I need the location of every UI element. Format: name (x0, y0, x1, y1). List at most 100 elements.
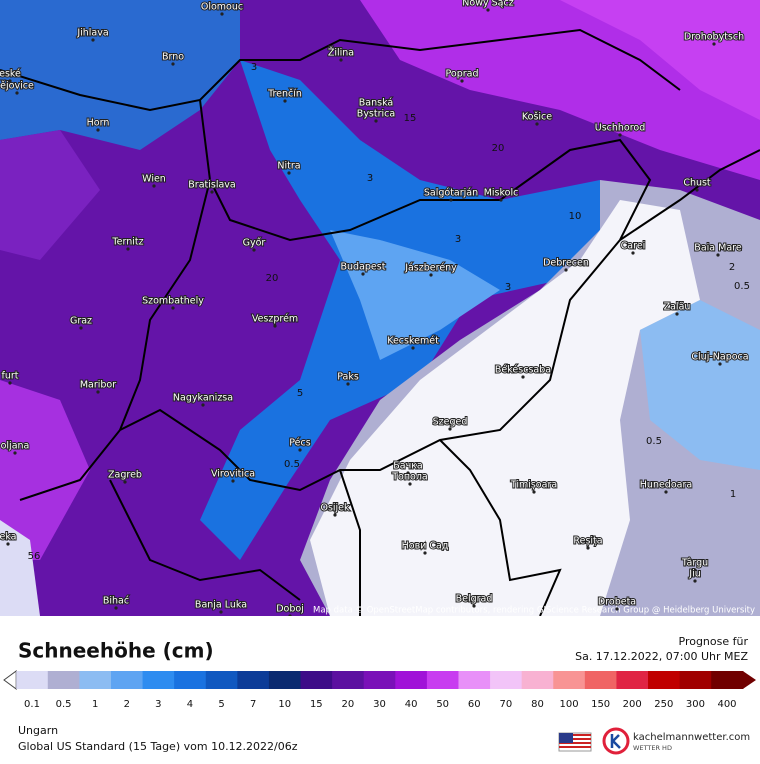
city-label: Топола (391, 472, 428, 483)
city-label: Bystrica (357, 109, 395, 120)
legend-cell (679, 671, 712, 689)
city-label: Trenčín (267, 89, 302, 100)
city-dot (287, 171, 291, 175)
city-label: Zalău (664, 302, 691, 313)
legend-cell (332, 671, 365, 689)
city-label: Veszprém (252, 314, 298, 325)
legend-label: 200 (623, 699, 642, 710)
legend-cell (584, 671, 617, 689)
city-label: Debrecen (543, 258, 589, 269)
city-label: Wien (142, 174, 166, 185)
city-label: Jiu (688, 569, 700, 580)
city-dot (346, 382, 350, 386)
city-label: Drobeta (598, 597, 636, 608)
city-label: Osijek (320, 503, 350, 514)
legend-label: 5 (218, 699, 224, 710)
city-dot (333, 513, 337, 517)
city-label: ějovice (0, 81, 34, 92)
city-label: Brno (162, 52, 184, 63)
legend-cell (363, 671, 396, 689)
legend-label: 3 (155, 699, 161, 710)
city-label: Cluj-Napoca (691, 352, 748, 363)
city-label: Győr (243, 238, 266, 249)
city-dot (716, 253, 720, 257)
legend-label: 300 (686, 699, 705, 710)
contour-label: 2 (729, 262, 735, 273)
city-dot (219, 610, 223, 614)
city-dot (201, 403, 205, 407)
city-dot (406, 471, 410, 475)
legend-label: 0.1 (24, 699, 40, 710)
city-label: Drohobytsch (684, 32, 744, 43)
contour-label: 20 (266, 273, 279, 284)
contour-label: 1 (730, 489, 736, 500)
contour-label: 3 (455, 234, 461, 245)
contour-label: 0.5 (734, 281, 750, 292)
city-dot (693, 568, 697, 572)
city-label: Banská (359, 98, 393, 109)
city-label: Timișoara (510, 480, 557, 491)
legend-cell (648, 671, 681, 689)
legend-cell (395, 671, 428, 689)
contour-label: 0.5 (646, 436, 662, 447)
city-dot (535, 122, 539, 126)
city-dot (361, 272, 365, 276)
border (119, 179, 211, 431)
city-dot (8, 381, 12, 385)
site: kachelmannwetter.com (633, 732, 750, 743)
map: Map data © OpenStreetMap contributors, r… (0, 0, 760, 618)
city-label: Carei (621, 241, 646, 252)
city-dot (718, 362, 722, 366)
legend-label: 0.5 (56, 699, 72, 710)
snow-area (0, 0, 240, 150)
city-dot (472, 604, 476, 608)
city-label: Doboj (276, 604, 304, 615)
snow-area (330, 230, 500, 360)
city-label: Horn (87, 118, 110, 129)
city-label: Olomouc (201, 2, 243, 13)
legend-label: 4 (187, 699, 193, 710)
flag (558, 732, 592, 752)
attribution: Map data © OpenStreetMap contributors, r… (313, 606, 755, 616)
city-dot (693, 579, 697, 583)
city-label: Žilina (328, 47, 354, 59)
legend-cell (490, 671, 523, 689)
legend-cell (711, 671, 744, 689)
city-label: Bratislava (188, 180, 235, 191)
city-dot (460, 79, 464, 83)
forecast-label: Prognose für (679, 635, 749, 648)
legend-title: Schneehöhe (cm) (18, 639, 214, 663)
city-label: Miskolc (484, 188, 519, 199)
city-label: Békéscsaba (495, 365, 551, 376)
city-label: Bihać (103, 596, 129, 607)
city-label: oljana (1, 441, 30, 452)
logo-k (610, 734, 621, 749)
contour-label: 56 (28, 551, 41, 562)
city-label: eka (0, 532, 17, 543)
city-dot (231, 479, 235, 483)
city-label: Nagykanizsa (173, 393, 233, 404)
city-dot (374, 108, 378, 112)
city-label: Graz (70, 316, 92, 327)
forecast-time: Sa. 17.12.2022, 07:00 Uhr MEZ (575, 650, 748, 663)
city-label: Uschhorod (595, 123, 646, 134)
legend-cell (616, 671, 649, 689)
legend-label: 7 (250, 699, 256, 710)
contour-label: 0.5 (284, 459, 300, 470)
city-dot (618, 133, 622, 137)
city-label: Ternitz (111, 237, 143, 248)
legend-cell (16, 671, 49, 689)
legend-label: 1 (92, 699, 98, 710)
legend-label: 40 (405, 699, 418, 710)
city-dot (586, 546, 590, 550)
snow-area (310, 200, 700, 616)
city-label: Banja Luka (195, 600, 247, 611)
city-label: Târgu (681, 558, 708, 569)
contour-label: 3 (251, 62, 257, 73)
city-dot (273, 324, 277, 328)
snow-area (0, 130, 100, 260)
city-dot (283, 99, 287, 103)
legend-cell (142, 671, 175, 689)
city-label: Budapest (341, 262, 386, 273)
city-label: furt (2, 371, 19, 382)
